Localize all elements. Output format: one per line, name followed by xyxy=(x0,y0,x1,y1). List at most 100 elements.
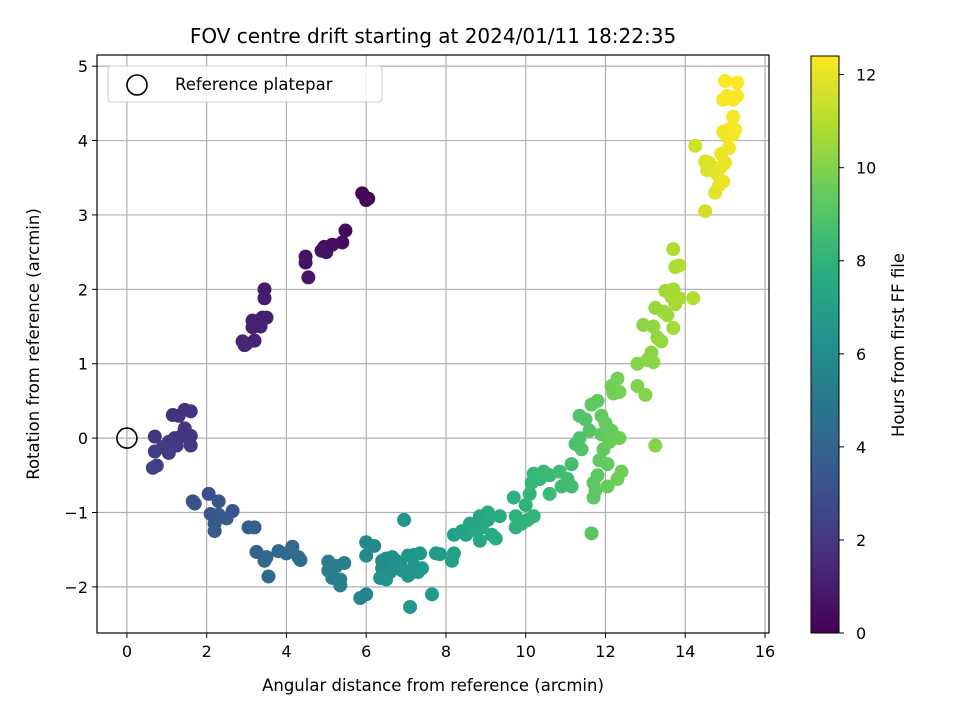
data-point xyxy=(285,539,300,554)
data-point xyxy=(590,468,605,483)
data-point xyxy=(644,345,659,360)
data-point xyxy=(672,291,687,306)
data-point xyxy=(612,431,627,446)
data-point xyxy=(415,561,430,576)
data-point xyxy=(261,569,276,584)
colorbar-tick-label: 2 xyxy=(856,531,866,550)
data-point xyxy=(590,393,605,408)
data-point xyxy=(582,423,597,438)
data-point xyxy=(506,490,521,505)
x-tick-label: 6 xyxy=(361,642,371,661)
y-tick-label: 1 xyxy=(78,355,88,374)
colorbar-tick-label: 10 xyxy=(856,159,876,178)
data-point xyxy=(638,387,653,402)
y-tick-label: 4 xyxy=(78,132,88,151)
data-point xyxy=(147,429,162,444)
data-point xyxy=(522,486,537,501)
data-point xyxy=(564,479,579,494)
data-point xyxy=(183,438,198,453)
data-point xyxy=(730,75,745,90)
data-point xyxy=(397,512,412,527)
y-tick-label: −2 xyxy=(64,578,88,597)
data-point xyxy=(526,509,541,524)
data-point xyxy=(606,386,621,401)
data-point xyxy=(666,242,681,257)
data-point xyxy=(600,457,615,472)
data-point xyxy=(245,320,260,335)
data-point xyxy=(578,412,593,427)
data-point xyxy=(648,438,663,453)
y-tick-label: 0 xyxy=(78,429,88,448)
data-point xyxy=(329,559,344,574)
data-point xyxy=(688,138,703,153)
data-point xyxy=(147,444,162,459)
colorbar-tick-label: 6 xyxy=(856,345,866,364)
x-tick-label: 10 xyxy=(516,642,536,661)
chart-title: FOV centre drift starting at 2024/01/11 … xyxy=(190,24,676,48)
data-point xyxy=(359,193,374,208)
x-tick-label: 12 xyxy=(595,642,615,661)
legend: Reference platepar xyxy=(107,65,383,103)
data-point xyxy=(389,559,404,574)
grid-lines xyxy=(97,55,769,633)
y-axis-label: Rotation from reference (arcmin) xyxy=(24,208,43,480)
data-point xyxy=(301,270,316,285)
data-point xyxy=(672,258,687,273)
x-tick-label: 14 xyxy=(675,642,695,661)
data-point xyxy=(600,479,615,494)
data-point xyxy=(183,428,198,443)
data-point xyxy=(718,74,733,89)
colorbar-ticks: 0 2 4 6 8 10 12 xyxy=(839,66,876,643)
data-point xyxy=(518,498,533,513)
data-point xyxy=(401,568,416,583)
legend-label: Reference platepar xyxy=(175,75,333,94)
x-axis-label: Angular distance from reference (arcmin) xyxy=(262,676,604,695)
data-point xyxy=(726,109,741,124)
data-point xyxy=(716,174,731,189)
data-points xyxy=(145,74,745,614)
data-point xyxy=(574,442,589,457)
data-point xyxy=(338,223,353,238)
data-point xyxy=(686,291,701,306)
data-point xyxy=(702,155,717,170)
reference-point xyxy=(116,427,138,449)
colorbar-tick-label: 8 xyxy=(856,252,866,271)
data-point xyxy=(718,155,733,170)
colorbar-tick-label: 12 xyxy=(856,66,876,85)
data-point xyxy=(660,308,675,323)
data-point xyxy=(314,243,329,258)
data-point xyxy=(219,511,234,526)
x-tick-label: 8 xyxy=(441,642,451,661)
data-point xyxy=(367,538,382,553)
data-point xyxy=(237,338,252,353)
data-point xyxy=(211,494,226,509)
data-point xyxy=(187,496,202,511)
legend-marker-icon xyxy=(126,74,148,96)
legend-box xyxy=(107,65,383,103)
data-point xyxy=(359,548,374,563)
data-point xyxy=(480,505,495,520)
data-point xyxy=(247,520,262,535)
data-point xyxy=(333,578,348,593)
data-point xyxy=(446,546,461,561)
data-point xyxy=(468,524,483,539)
data-point xyxy=(630,379,645,394)
x-tick-label: 4 xyxy=(281,642,291,661)
data-point xyxy=(298,255,313,270)
data-point xyxy=(572,431,587,446)
data-point xyxy=(257,291,272,306)
data-point xyxy=(492,509,507,524)
y-tick-label: 3 xyxy=(78,206,88,225)
data-point xyxy=(145,460,160,475)
y-tick-label: −1 xyxy=(64,503,88,522)
data-point xyxy=(161,445,176,460)
data-point xyxy=(564,457,579,472)
data-point xyxy=(646,319,661,334)
data-point xyxy=(359,587,374,602)
y-tick-label: 2 xyxy=(78,280,88,299)
x-axis-ticks: 0 2 4 6 8 10 12 14 16 xyxy=(122,633,775,661)
colorbar: 0 2 4 6 8 10 12 Hours from first FF file xyxy=(810,55,908,643)
data-point xyxy=(425,587,440,602)
data-point xyxy=(432,547,447,562)
